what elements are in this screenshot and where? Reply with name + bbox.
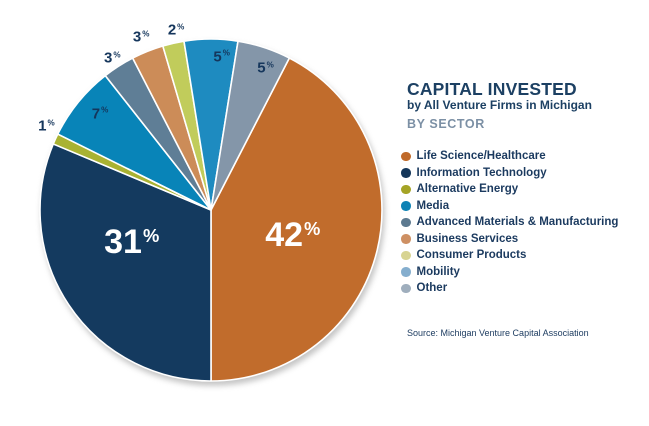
source-note: Source: Michigan Venture Capital Associa… <box>407 328 589 338</box>
legend-item-information-technology: Information Technology <box>401 165 618 182</box>
legend-swatch-icon <box>401 151 411 161</box>
legend-swatch-icon <box>401 267 411 277</box>
pie-slice-other <box>210 40 291 211</box>
legend-label: Life Science/Healthcare <box>416 150 546 163</box>
legend-swatch-icon <box>401 217 411 227</box>
legend-item-business-services: Business Services <box>401 231 618 248</box>
legend-label: Alternative Energy <box>416 183 519 196</box>
pie-slice-information-technology <box>39 143 212 382</box>
legend-label: Media <box>416 199 450 212</box>
chart-title: CAPITAL INVESTED <box>407 79 577 99</box>
legend-label: Business Services <box>416 232 519 245</box>
legend-label: Advanced Materials & Manufacturing <box>416 216 619 229</box>
legend-item-consumer-products: Consumer Products <box>401 247 618 264</box>
section-label: BY SECTOR <box>407 117 485 131</box>
legend-swatch-icon <box>401 250 411 260</box>
legend-swatch-icon <box>401 168 411 178</box>
pie-slice-life-science-healthcare <box>210 57 383 382</box>
legend: Life Science/Healthcare Information Techn… <box>401 148 618 297</box>
legend-swatch-icon <box>401 234 411 244</box>
legend-swatch-icon <box>401 283 411 293</box>
legend-item-advanced-materials-manufacturing: Advanced Materials & Manufacturing <box>401 214 618 231</box>
legend-label: Information Technology <box>416 166 547 179</box>
pie-chart <box>39 38 383 382</box>
legend-item-life-science-healthcare: Life Science/Healthcare <box>401 148 618 165</box>
legend-item-media: Media <box>401 198 618 215</box>
legend-item-other: Other <box>401 280 618 297</box>
chart-subtitle: by All Venture Firms in Michigan <box>407 98 592 112</box>
legend-label: Mobility <box>416 265 460 278</box>
legend-label: Consumer Products <box>416 249 527 262</box>
legend-swatch-icon <box>401 184 411 194</box>
pie-slices-group <box>39 38 383 382</box>
legend-item-mobility: Mobility <box>401 264 618 281</box>
legend-item-alternative-energy: Alternative Energy <box>401 181 618 198</box>
legend-swatch-icon <box>401 201 411 211</box>
legend-label: Other <box>416 282 448 295</box>
